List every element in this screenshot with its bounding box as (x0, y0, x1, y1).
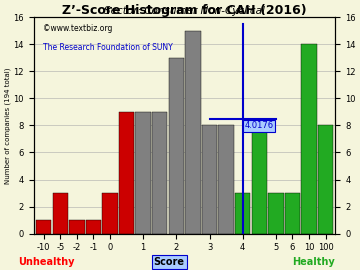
Text: The Research Foundation of SUNY: The Research Foundation of SUNY (43, 43, 172, 52)
Bar (318, 125, 333, 234)
Text: Sector: Consumer Non-Cyclical: Sector: Consumer Non-Cyclical (104, 6, 265, 16)
Text: ©www.textbiz.org: ©www.textbiz.org (43, 24, 112, 33)
Text: 4.0176: 4.0176 (244, 121, 274, 130)
Bar (202, 125, 217, 234)
Bar (301, 44, 317, 234)
Text: Score: Score (154, 257, 185, 267)
Bar (36, 220, 51, 234)
Bar (252, 125, 267, 234)
Bar (268, 193, 284, 234)
Text: Healthy: Healthy (292, 257, 334, 267)
Bar (185, 31, 201, 234)
Bar (86, 220, 101, 234)
Bar (135, 112, 151, 234)
Bar (53, 193, 68, 234)
Bar (152, 112, 167, 234)
Bar (102, 193, 118, 234)
Title: Z’-Score Histogram for CAH (2016): Z’-Score Histogram for CAH (2016) (62, 4, 307, 17)
Y-axis label: Number of companies (194 total): Number of companies (194 total) (4, 67, 11, 184)
Bar (119, 112, 134, 234)
Bar (219, 125, 234, 234)
Bar (285, 193, 300, 234)
Text: Unhealthy: Unhealthy (19, 257, 75, 267)
Bar (168, 58, 184, 234)
Bar (69, 220, 85, 234)
Bar (235, 193, 250, 234)
